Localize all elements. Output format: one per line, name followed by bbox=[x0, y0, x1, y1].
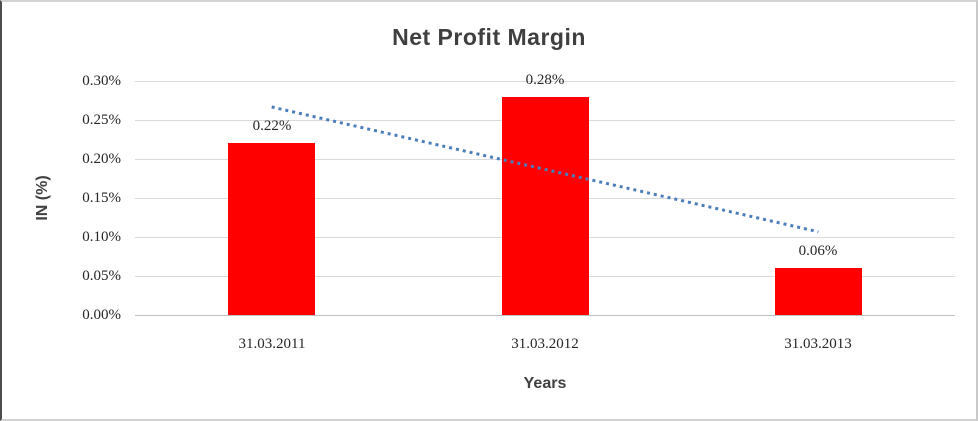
bar-value-label: 0.22% bbox=[252, 118, 292, 134]
y-tick-label: 0.25% bbox=[82, 112, 121, 128]
bar-31.03.2011 bbox=[228, 143, 315, 315]
gridline bbox=[135, 81, 955, 82]
y-tick-label: 0.10% bbox=[82, 229, 121, 245]
x-tick-label: 31.03.2012 bbox=[511, 336, 579, 352]
bar-31.03.2013 bbox=[775, 268, 862, 315]
x-tick-label: 31.03.2011 bbox=[238, 336, 306, 352]
bar-31.03.2012 bbox=[502, 97, 589, 315]
y-tick-label: 0.30% bbox=[82, 73, 121, 89]
y-tick-label: 0.00% bbox=[82, 307, 121, 323]
x-tick-label: 31.03.2013 bbox=[784, 336, 852, 352]
x-axis-title: Years bbox=[523, 375, 567, 392]
y-tick-label: 0.05% bbox=[82, 268, 121, 284]
y-tick-label: 0.15% bbox=[82, 190, 121, 206]
x-axis-line bbox=[135, 315, 955, 316]
chart-title: Net Profit Margin bbox=[392, 24, 586, 50]
y-tick-label: 0.20% bbox=[82, 151, 121, 167]
bar-value-label: 0.06% bbox=[798, 243, 838, 259]
bar-value-label: 0.28% bbox=[525, 72, 565, 88]
